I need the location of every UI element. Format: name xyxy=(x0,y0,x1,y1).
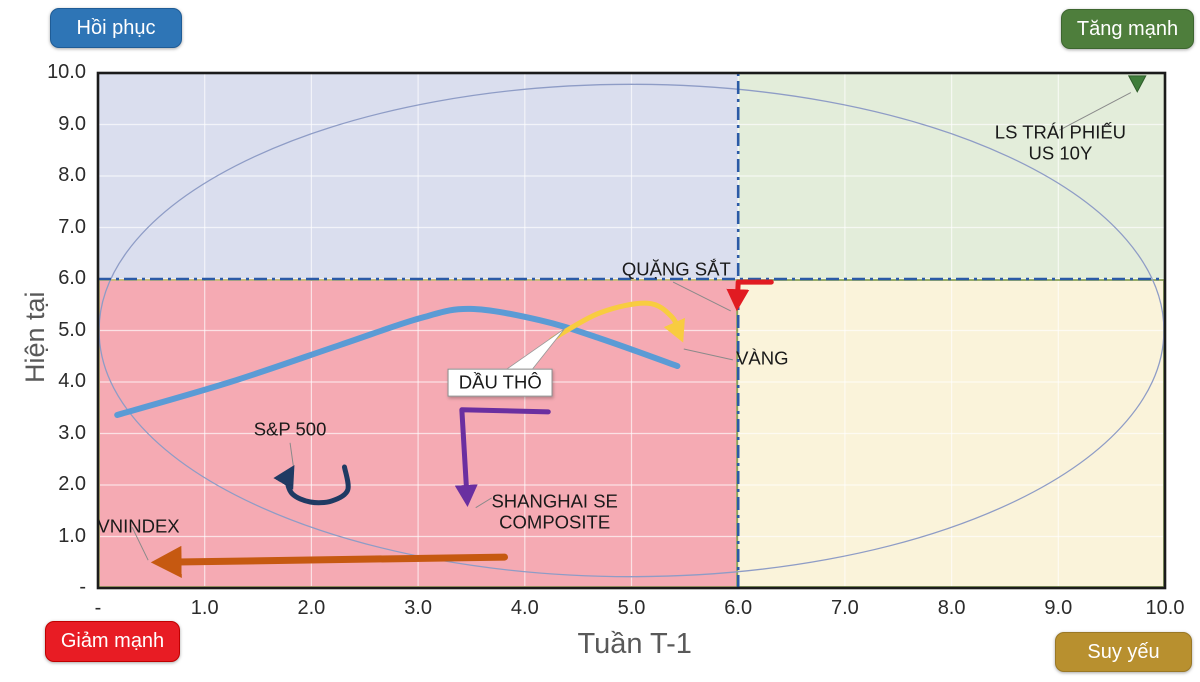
y-tick: 1.0 xyxy=(58,524,86,547)
y-tick: - xyxy=(79,576,86,598)
x-tick: 9.0 xyxy=(1044,597,1073,619)
y-tick: 5.0 xyxy=(58,318,86,341)
y-axis-title: Hiện tại xyxy=(20,290,50,383)
x-tick: 4.0 xyxy=(510,597,539,619)
x-tick: - xyxy=(94,597,102,619)
y-tick: 8.0 xyxy=(58,164,86,186)
y-tick: 2.0 xyxy=(58,473,86,495)
y-tick: 4.0 xyxy=(58,370,86,392)
quadrant-button-strong-down[interactable]: Giảm mạnh xyxy=(45,621,180,662)
x-tick: 8.0 xyxy=(937,597,966,619)
x-tick: 6.0 xyxy=(724,597,753,619)
x-axis-title: Tuần T-1 xyxy=(577,628,692,660)
y-tick: 10.0 xyxy=(47,61,86,83)
quadrant-button-recovery[interactable]: Hồi phục xyxy=(50,8,182,48)
x-tick: 10.0 xyxy=(1145,597,1185,619)
y-tick: 9.0 xyxy=(58,112,86,135)
quadrant-button-strong-up[interactable]: Tăng mạnh xyxy=(1061,9,1194,49)
x-tick: 1.0 xyxy=(190,597,219,619)
x-tick: 7.0 xyxy=(830,597,859,619)
quadrant-button-weakening[interactable]: Suy yếu xyxy=(1055,632,1192,672)
x-tick: 5.0 xyxy=(617,597,646,619)
y-tick: 7.0 xyxy=(58,215,86,238)
x-tick: 2.0 xyxy=(297,597,326,619)
y-tick: 3.0 xyxy=(58,421,86,444)
x-tick: 3.0 xyxy=(404,597,432,619)
y-tick: 6.0 xyxy=(58,267,86,289)
